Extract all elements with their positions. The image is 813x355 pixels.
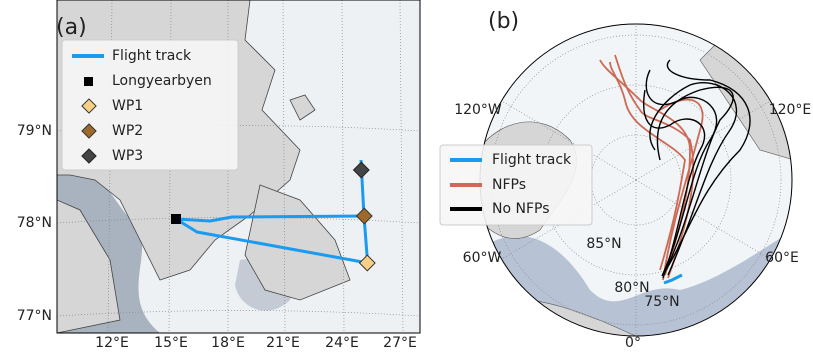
lon-label: 120°W (454, 102, 502, 118)
legend-marker (84, 77, 93, 86)
lat-label: 77°N (17, 308, 52, 324)
legend-label: WP2 (112, 123, 143, 139)
lat-label: 75°N (644, 294, 679, 310)
lon-label: 60°W (463, 250, 502, 266)
legend-label: WP3 (112, 148, 143, 164)
legend-label: Longyearbyen (112, 73, 212, 89)
legend-label: Flight track (112, 48, 192, 64)
lat-label: 85°N (586, 236, 621, 252)
lon-label: 60°E (765, 250, 799, 266)
lon-label: 120°E (769, 102, 812, 118)
panel-label: (b) (488, 9, 519, 34)
figure: (a) (b) Flight track Longyearbyen WP1 WP2 WP3 F… (0, 0, 813, 351)
lon-label: 0° (625, 335, 641, 351)
lon-label: 27°E (383, 335, 417, 351)
lat-label: 79°N (17, 123, 52, 139)
lon-label: 12°E (95, 335, 129, 351)
lat-label: 78°N (17, 215, 52, 231)
legend-label: NFPs (492, 177, 526, 193)
lon-label: 18°E (211, 335, 245, 351)
lon-label: 21°E (266, 335, 300, 351)
panel-label: (a) (56, 15, 87, 40)
legend-label: WP1 (112, 98, 143, 114)
legend-label: No NFPs (492, 201, 550, 217)
lon-label: 15°E (154, 335, 188, 351)
lon-label: 24°E (325, 335, 359, 351)
legend-label: Flight track (492, 152, 572, 168)
